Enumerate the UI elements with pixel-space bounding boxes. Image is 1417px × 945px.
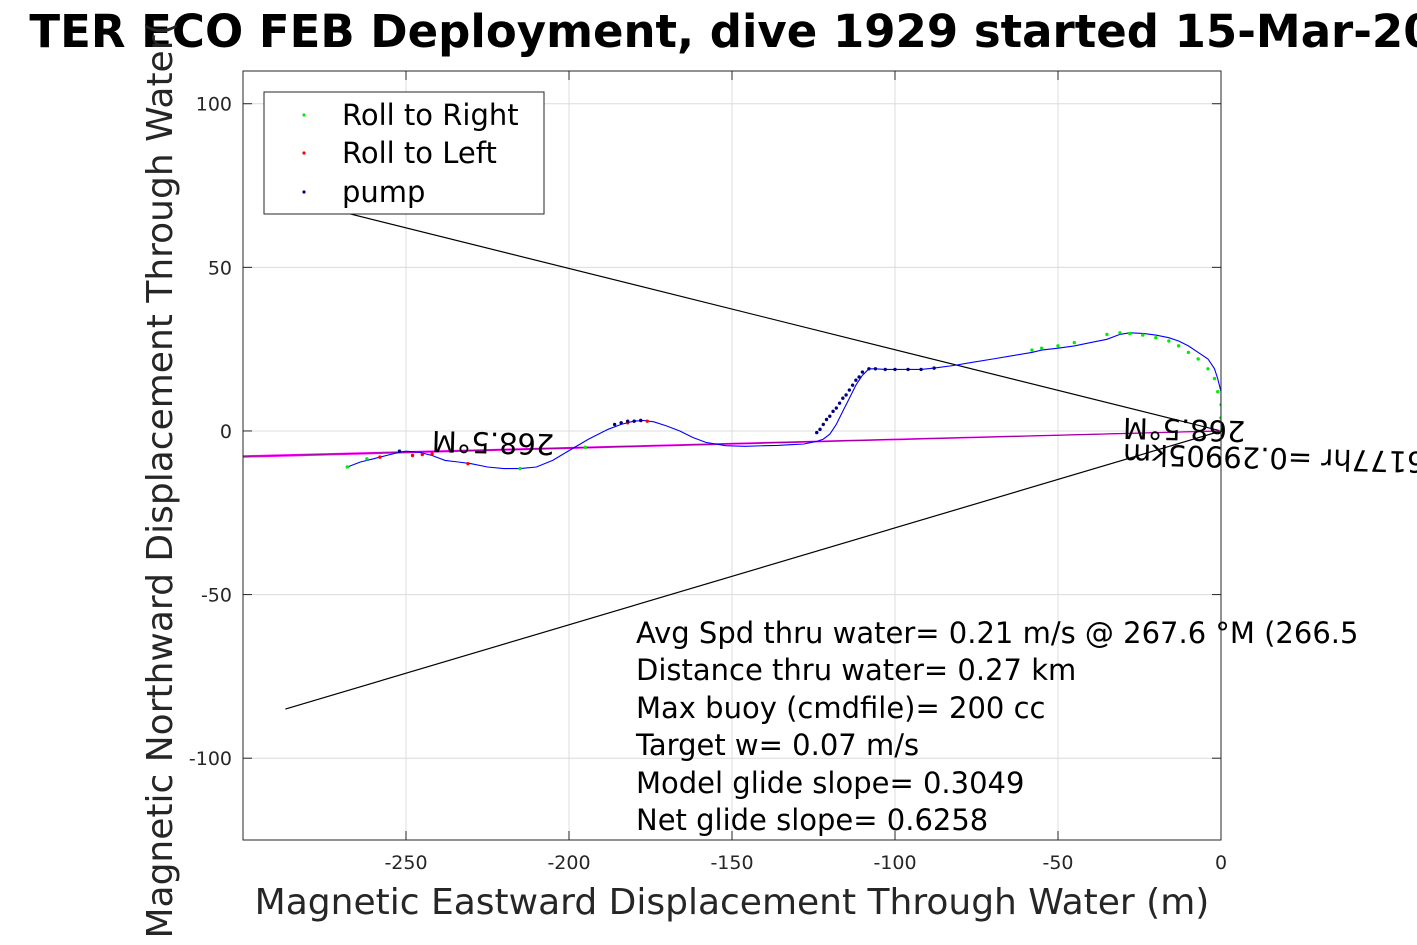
legend-label-roll-left: Roll to Left bbox=[342, 136, 497, 170]
marker-series bbox=[345, 331, 1221, 471]
roll-right-point bbox=[345, 465, 350, 469]
pump-point bbox=[397, 449, 402, 453]
pump-point bbox=[632, 419, 636, 423]
roll-left-point bbox=[645, 419, 649, 423]
legend-marker-roll-right bbox=[302, 113, 306, 117]
y-axis-label: Magnetic Northward Displacement Through … bbox=[140, 21, 181, 938]
roll-left-point bbox=[420, 452, 424, 457]
y-tick-label: 50 bbox=[208, 257, 232, 279]
pump-point bbox=[815, 430, 819, 435]
pump-point bbox=[932, 366, 936, 370]
x-tick-label: 0 bbox=[1215, 852, 1227, 874]
roll-right-point bbox=[1072, 340, 1077, 345]
roll-right-point bbox=[518, 466, 522, 471]
pump-point bbox=[893, 367, 897, 372]
chart-title: TER ECO FEB Deployment, dive 1929 starte… bbox=[29, 5, 1417, 58]
pump-point bbox=[841, 396, 845, 400]
legend-label-roll-right: Roll to Right bbox=[342, 98, 519, 132]
x-axis-label: Magnetic Eastward Displacement Through W… bbox=[255, 882, 1210, 923]
pump-point bbox=[824, 417, 829, 422]
roll-right-point bbox=[1141, 333, 1145, 337]
roll-right-point bbox=[1186, 350, 1191, 355]
roll-right-point bbox=[1206, 367, 1210, 371]
plot-area bbox=[243, 194, 1221, 710]
plot-frame bbox=[242, 70, 1222, 841]
pump-point bbox=[919, 367, 923, 372]
pump-point bbox=[834, 406, 839, 410]
pump-point bbox=[821, 422, 825, 427]
x-tick-label: -200 bbox=[547, 852, 590, 874]
y-tick-label: 100 bbox=[196, 94, 232, 116]
pump-point bbox=[854, 378, 858, 382]
annotation-label: 268.5°M bbox=[431, 424, 554, 461]
stats-line: Avg Spd thru water= 0.21 m/s @ 267.6 °M … bbox=[636, 616, 1358, 650]
x-tick-label: -150 bbox=[710, 852, 753, 874]
roll-right-point bbox=[1216, 389, 1220, 394]
stats-line: Distance thru water= 0.27 km bbox=[636, 653, 1076, 687]
roll-right-point bbox=[1040, 346, 1044, 350]
pump-point bbox=[818, 427, 822, 432]
x-tick-label: -100 bbox=[873, 852, 916, 874]
roll-right-point bbox=[365, 457, 369, 461]
roll-right-point bbox=[583, 445, 587, 450]
pump-point bbox=[837, 401, 842, 405]
roll-right-point bbox=[1030, 348, 1034, 352]
roll-right-point bbox=[1196, 357, 1200, 361]
legend-marker-pump bbox=[302, 190, 306, 194]
track-series bbox=[347, 332, 1221, 470]
pump-point bbox=[847, 388, 852, 392]
legend-marker-roll-left bbox=[302, 151, 306, 155]
pump-point bbox=[639, 418, 643, 423]
pump-point bbox=[625, 419, 630, 423]
pump-point bbox=[906, 367, 910, 372]
roll-right-point bbox=[1128, 331, 1132, 336]
y-tick-label: 0 bbox=[220, 421, 232, 443]
x-tick-label: -250 bbox=[384, 852, 427, 874]
roll-left-point bbox=[430, 452, 434, 456]
legend-box bbox=[263, 91, 545, 215]
cone-lines bbox=[275, 194, 1221, 710]
stats-text-block: Avg Spd thru water= 0.21 m/s @ 267.6 °M … bbox=[635, 616, 1358, 837]
y-tick-label: -100 bbox=[189, 748, 232, 770]
heading-line-shadow bbox=[243, 430, 1221, 457]
axis-ticks: -250 -200 -150 -100 -50 0 -100 -50 0 50 100 bbox=[189, 71, 1227, 874]
y-tick-label: -50 bbox=[201, 585, 232, 607]
pump-point bbox=[831, 409, 835, 414]
roll-left-point bbox=[466, 461, 470, 466]
stats-line: Max buoy (cmdfile)= 200 cc bbox=[636, 691, 1045, 725]
roll-right-point bbox=[1056, 344, 1060, 348]
track-line bbox=[347, 332, 1221, 470]
stats-line: Net glide slope= 0.6258 bbox=[636, 803, 988, 837]
legend-label-pump: pump bbox=[342, 175, 425, 209]
pump-point bbox=[873, 367, 878, 371]
pump-point bbox=[857, 375, 861, 379]
roll-right-point bbox=[1176, 344, 1181, 348]
pump-point bbox=[844, 393, 848, 397]
roll-left-point bbox=[410, 453, 415, 458]
roll-right-point bbox=[1105, 332, 1109, 337]
pump-point bbox=[828, 414, 832, 418]
stats-line: Target w= 0.07 m/s bbox=[635, 728, 919, 762]
cone-line bbox=[285, 430, 1221, 710]
stats-line: Model glide slope= 0.3049 bbox=[636, 766, 1024, 800]
roll-right-point bbox=[1212, 376, 1217, 381]
pump-point bbox=[860, 370, 865, 374]
roll-left-point bbox=[378, 455, 382, 459]
annotation-label: 268.5°M bbox=[1122, 411, 1245, 448]
cone-line bbox=[275, 194, 1221, 432]
legend: Roll to Right Roll to Left pump bbox=[263, 91, 545, 215]
pump-point bbox=[612, 422, 617, 427]
roll-right-point bbox=[1167, 339, 1171, 343]
pump-point bbox=[867, 367, 871, 371]
roll-right-point bbox=[1154, 335, 1158, 340]
pump-point bbox=[619, 421, 623, 425]
roll-right-point bbox=[1118, 331, 1122, 335]
pump-point bbox=[850, 383, 855, 387]
pump-point bbox=[883, 367, 887, 372]
x-tick-label: -50 bbox=[1042, 852, 1073, 874]
